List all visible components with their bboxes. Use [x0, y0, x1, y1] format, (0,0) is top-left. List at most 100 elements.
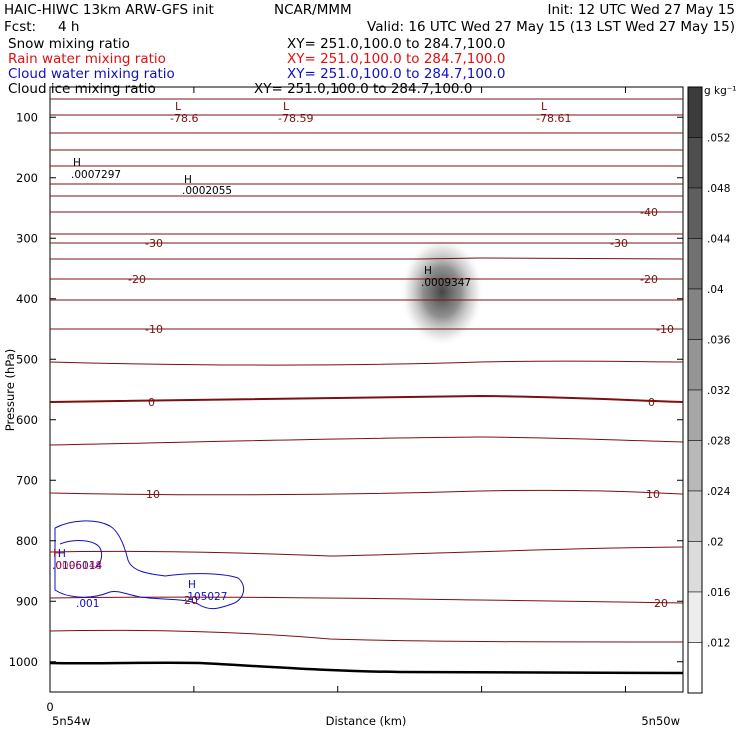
low-marker: L: [283, 100, 290, 113]
colorbar-box: [687, 339, 703, 391]
colorbar: g kg⁻¹ .052 .048 .044 .04 .036 .032 .028 .024 .0…: [687, 85, 737, 694]
y-tick-label: 300: [16, 231, 38, 245]
low-marker: L: [175, 100, 182, 113]
colorbar-frame: [687, 86, 703, 694]
legend-rain-xy: XY= 251.0,100.0 to 284.7,100.0: [287, 51, 505, 67]
y-tick-label: 500: [16, 352, 38, 366]
colorbar-label: .044: [707, 234, 731, 246]
legend-cloudwater-name: Cloud water mixing ratio: [8, 66, 175, 82]
colorbar-label: .048: [707, 183, 730, 195]
colorbar-box: [687, 238, 703, 290]
snow-max-value: .0002055: [182, 185, 232, 197]
y-tick-label: 900: [16, 594, 38, 608]
colorbar-label: .028: [707, 436, 730, 448]
plot-frame: [49, 86, 684, 693]
colorbar-box: [687, 642, 703, 694]
isotherm-label: -10: [656, 323, 674, 336]
isotherm-label: 10: [646, 488, 660, 501]
legend-snow-xy: XY= 251.0,100.0 to 284.7,100.0: [287, 36, 505, 52]
y-tick-label: 800: [16, 534, 38, 548]
colorbar-labels: .052 .048 .044 .04 .036 .032 .028 .024 .02 .016 .0…: [707, 133, 731, 650]
y-tick-label: 100: [16, 110, 38, 124]
isotherm-label: 20: [654, 597, 668, 610]
low-marker: L: [541, 100, 548, 113]
y-axis-title: Pressure (hPa): [3, 349, 17, 432]
colorbar-label: .036: [707, 335, 731, 347]
isotherm-label: -30: [145, 237, 163, 250]
colorbar-label: .04: [707, 284, 724, 296]
legend-rain-name: Rain water mixing ratio: [8, 51, 166, 67]
x-tick-label: 0: [46, 700, 53, 714]
cloud-water-contour: [59, 540, 103, 569]
cloud-water-value: .105027: [184, 591, 227, 603]
low-markers: L -78.6 L -78.59 L -78.61: [170, 100, 571, 125]
isotherm-line: [49, 596, 684, 604]
low-value: -78.61: [536, 112, 571, 125]
y-tick-label: 600: [16, 413, 38, 427]
low-value: -78.6: [170, 112, 198, 125]
snow-max-value: .0007297: [71, 169, 121, 181]
legend-cloudice-name: Cloud ice mixing ratio: [8, 81, 156, 97]
colorbar-box: [687, 389, 703, 441]
isotherm-label: -20: [640, 273, 658, 286]
colorbar-box: [687, 490, 703, 542]
colorbar-box: [687, 137, 703, 189]
x-start-label: 5n54w: [52, 714, 91, 728]
plot-area: -40 -30 -30 -20 -20 -10 -10 0 0 10 10 20…: [9, 86, 684, 714]
colorbar-box: [687, 288, 703, 340]
low-value: -78.59: [278, 112, 313, 125]
legend-cloudwater-xy: XY= 251.0,100.0 to 284.7,100.0: [287, 66, 505, 82]
title-center: NCAR/MMM: [274, 2, 352, 18]
cloud-water-marker: H: [188, 579, 196, 591]
snow-max-marker: H: [73, 157, 81, 169]
isotherm-line: [49, 436, 684, 446]
overlap-marker: H: [58, 548, 66, 560]
rain-max-value: .0095148: [52, 560, 102, 572]
y-tick-label: 700: [16, 473, 38, 487]
isotherm-line: [49, 546, 684, 557]
x-end-label: 5n50w: [641, 714, 680, 728]
y-tick-label: 400: [16, 292, 38, 306]
colorbar-label: .016: [707, 587, 731, 599]
isotherm-label: 20: [184, 594, 198, 607]
isotherm-line: [49, 629, 684, 643]
isotherm-label: 0: [648, 396, 655, 409]
cloud-water-contour: [54, 520, 245, 610]
colorbar-box: [687, 541, 703, 593]
valid-time: Valid: 16 UTC Wed 27 May 15 (13 LST Wed …: [367, 19, 735, 35]
x-axis: [49, 87, 626, 692]
isotherm-line: [49, 394, 684, 403]
snow-max-marker: H: [184, 174, 192, 186]
init-time: Init: 12 UTC Wed 27 May 15: [547, 2, 735, 18]
shaded-max-value: .0009347: [421, 277, 471, 289]
isotherm-label: -10: [145, 323, 163, 336]
colorbar-label: .024: [707, 486, 731, 498]
colorbar-unit: g kg⁻¹: [704, 85, 737, 97]
isotherm-label: -20: [128, 273, 146, 286]
overlap-value: .0106014: [52, 560, 102, 572]
surface-line: [49, 661, 684, 675]
header: HAIC-HIWC 13km ARW-GFS init NCAR/MMM Ini…: [4, 2, 735, 35]
fcst-label: Fcst:: [4, 19, 36, 35]
rain-max-marker: H: [53, 548, 61, 560]
isotherm-label: 10: [146, 488, 160, 501]
colorbar-label: .052: [707, 133, 730, 145]
isotherm-line: [50, 257, 684, 260]
isotherm-line: [49, 360, 684, 366]
fcst-value: 4 h: [58, 19, 79, 35]
colorbar-boxes: [687, 86, 703, 694]
snow-max-labels: H .0007297 H .0002055: [71, 157, 232, 197]
x-axis-title: Distance (km): [326, 714, 407, 728]
colorbar-label: .012: [707, 638, 730, 650]
title-left: HAIC-HIWC 13km ARW-GFS init: [4, 2, 214, 18]
colorbar-box: [687, 440, 703, 492]
isotherm-label: -30: [610, 237, 628, 250]
isotherm-label: -40: [640, 206, 658, 219]
legend-snow-name: Snow mixing ratio: [8, 36, 130, 52]
cloud-water-value: .001: [76, 598, 99, 610]
colorbar-label: .032: [707, 385, 730, 397]
isotherms: [49, 98, 684, 643]
cloud-water-contours: [54, 520, 245, 610]
